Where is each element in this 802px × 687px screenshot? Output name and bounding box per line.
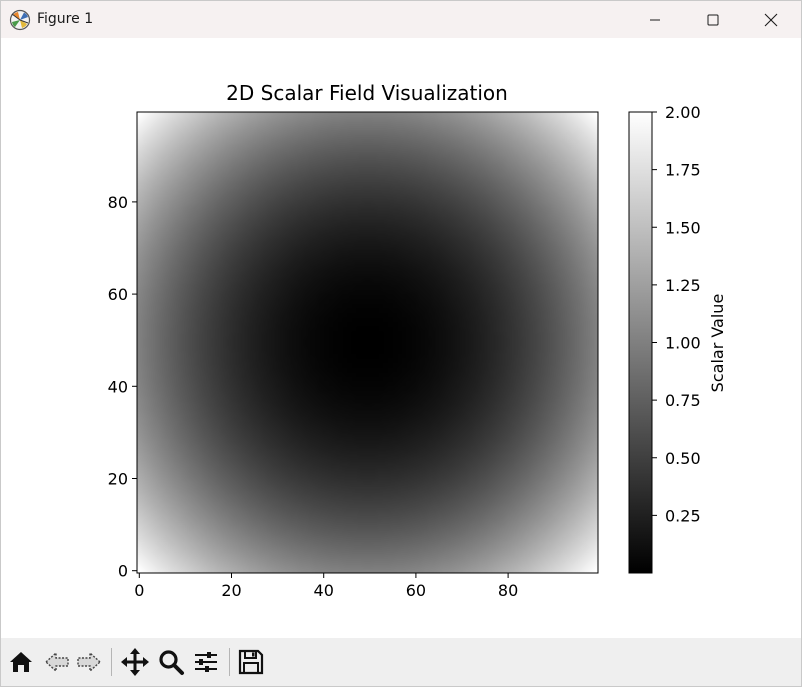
x-tick-label: 0: [134, 581, 144, 600]
back-arrow-icon: [44, 651, 69, 673]
window-title: Figure 1: [37, 11, 94, 27]
navigation-toolbar: [1, 638, 801, 686]
maximize-button[interactable]: [685, 1, 741, 38]
figure-canvas[interactable]: 2D Scalar Field Visualization 0 20 40 60 80 …: [1, 38, 801, 638]
forward-button[interactable]: [73, 646, 105, 678]
y-tick-label: 40: [108, 377, 128, 396]
chart-title: 2D Scalar Field Visualization: [226, 81, 508, 105]
colorbar-tick-label: 1.00: [665, 334, 701, 353]
zoom-icon: [159, 650, 184, 675]
x-tick-label: 80: [498, 581, 518, 600]
minimize-button[interactable]: [627, 1, 683, 38]
x-tick-label: 40: [314, 581, 334, 600]
configure-subplots-icon: [195, 652, 217, 672]
colorbar-label: Scalar Value: [708, 294, 727, 393]
y-tick-label: 0: [118, 562, 128, 581]
colorbar-tick-label: 0.75: [665, 391, 701, 410]
configure-subplots-button[interactable]: [190, 646, 222, 678]
pan-button[interactable]: [119, 646, 151, 678]
colorbar-tick-label: 1.75: [665, 161, 701, 180]
maximize-icon: [707, 14, 719, 25]
y-tick-label: 20: [108, 469, 128, 488]
save-button[interactable]: [235, 646, 267, 678]
heatmap-chart[interactable]: 2D Scalar Field Visualization 0 20 40 60 80 …: [1, 38, 801, 638]
plot-frame: [136, 111, 599, 574]
save-icon: [238, 649, 264, 675]
home-icon: [10, 652, 32, 672]
forward-arrow-icon: [77, 651, 102, 673]
close-button[interactable]: [743, 1, 799, 38]
toolbar-separator: [229, 648, 230, 676]
y-tick-label: 80: [108, 193, 128, 212]
toolbar-separator: [111, 648, 112, 676]
heatmap-image-wrapper: [137, 112, 598, 573]
x-axis: 0 20 40 60 80: [134, 573, 518, 600]
colorbar-tick-label: 2.00: [665, 103, 701, 122]
title-bar[interactable]: Figure 1: [1, 1, 801, 38]
x-tick-label: 20: [221, 581, 241, 600]
pan-icon: [121, 648, 149, 676]
home-button[interactable]: [5, 646, 37, 678]
close-icon: [764, 13, 778, 26]
y-tick-label: 60: [108, 285, 128, 304]
y-axis: 0 20 40 60 80: [108, 193, 137, 581]
colorbar-tick-label: 0.50: [665, 449, 701, 468]
minimize-icon: [650, 19, 660, 20]
x-tick-label: 60: [406, 581, 426, 600]
heatmap-image: [137, 112, 598, 573]
matplotlib-app-icon: [9, 9, 31, 31]
colorbar-tick-label: 1.50: [665, 218, 701, 237]
colorbar: [628, 111, 653, 574]
colorbar-axis: 0.25 0.50 0.75 1.00 1.25 1.50 1.75 2.00: [652, 103, 701, 525]
colorbar-tick-label: 0.25: [665, 506, 701, 525]
zoom-button[interactable]: [155, 646, 187, 678]
colorbar-tick-label: 1.25: [665, 276, 701, 295]
back-button[interactable]: [41, 646, 73, 678]
